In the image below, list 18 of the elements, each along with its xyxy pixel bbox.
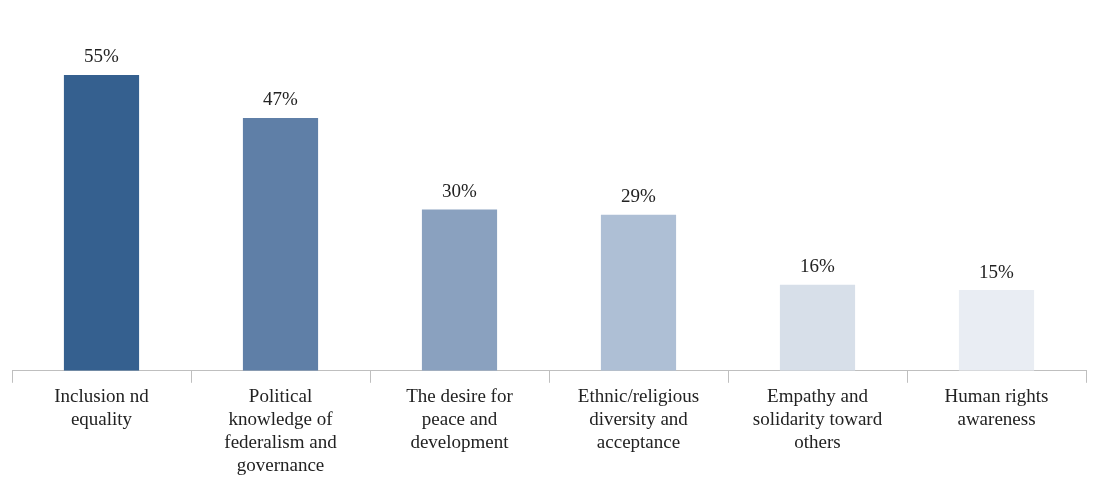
x-tick-label: Ethnic/religious diversity and acceptance: [577, 385, 700, 452]
bar: [600, 214, 677, 371]
bar: [242, 117, 319, 371]
data-label: 16%: [800, 255, 836, 277]
bar: [421, 209, 498, 371]
data-label: 47%: [263, 88, 299, 110]
data-label: 29%: [621, 185, 657, 207]
x-tick-label: Political knowledge of federalism and governance: [224, 385, 338, 475]
x-tick-label: The desire for peace and development: [406, 385, 514, 452]
x-tick-label: Human rights awareness: [944, 385, 1049, 429]
bar: [63, 74, 140, 371]
x-tick-label: Empathy and solidarity toward others: [752, 385, 883, 452]
bar: [958, 290, 1035, 371]
data-label: 30%: [442, 179, 478, 201]
data-label: 15%: [979, 260, 1015, 282]
x-tick-label: Inclusion nd equality: [54, 385, 150, 429]
bar: [779, 284, 856, 371]
data-label: 55%: [84, 45, 120, 67]
